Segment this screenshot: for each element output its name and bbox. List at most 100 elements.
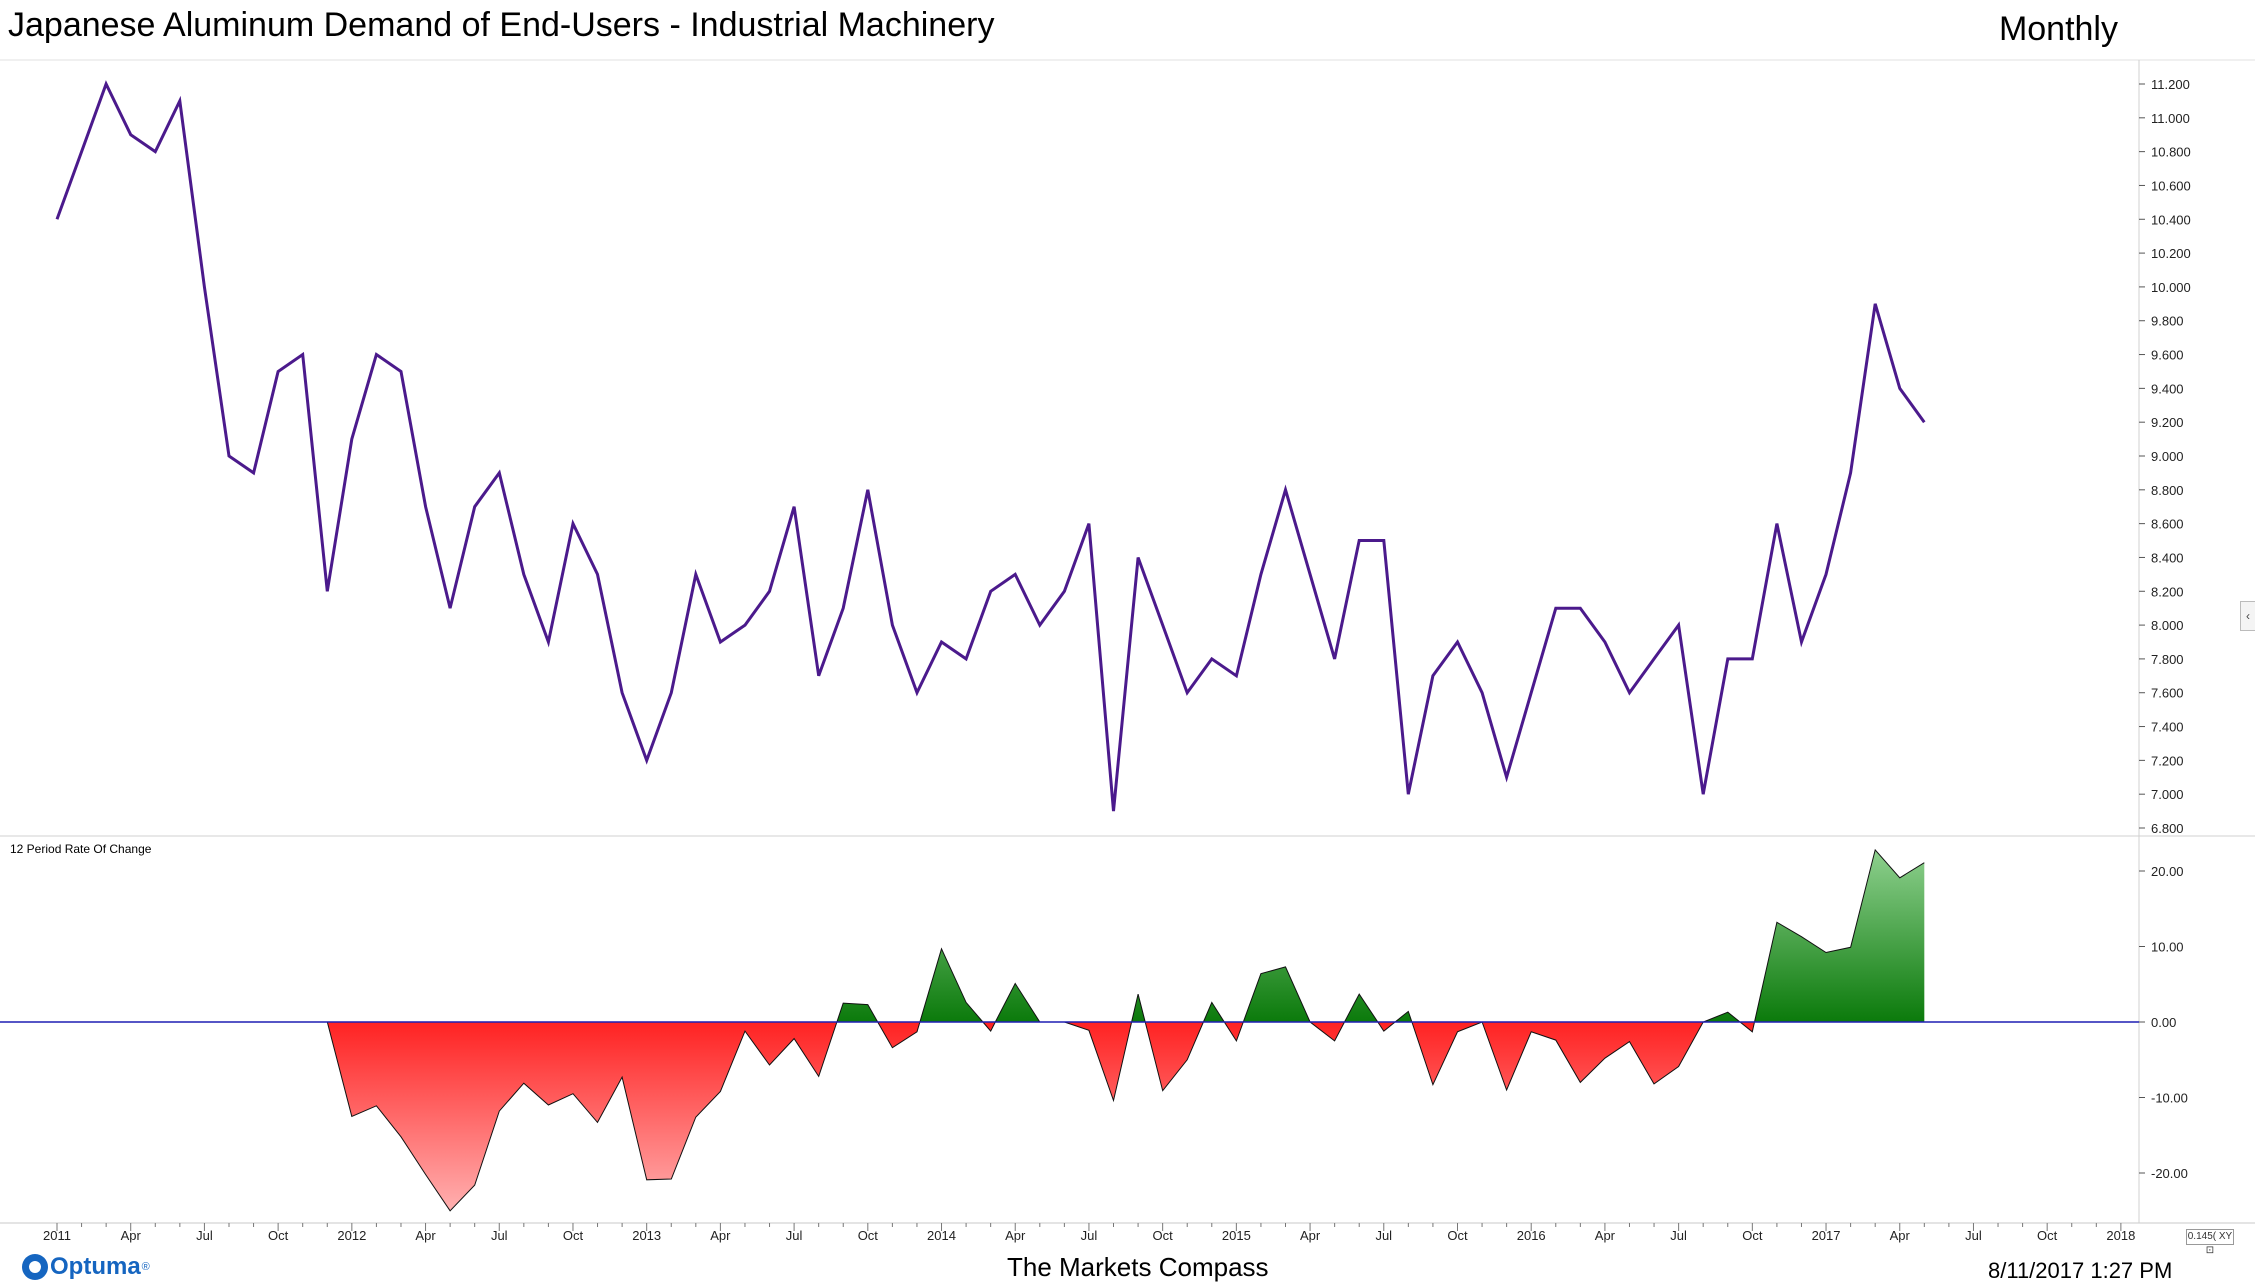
x-tick-label: Jul: [196, 1228, 213, 1243]
x-tick-label: Jul: [1081, 1228, 1098, 1243]
price-point: [1923, 421, 1926, 424]
x-tick-label: 2011: [43, 1228, 71, 1243]
price-point: [1653, 657, 1656, 660]
x-tick-label: Jul: [786, 1228, 803, 1243]
y-tick-label: 10.000: [2151, 280, 2191, 295]
price-point: [1825, 573, 1828, 576]
x-axis: 2011 Apr Jul Oct 2012 Apr Jul Oct 2013 Apr Jul Oct 2…: [43, 1223, 2135, 1243]
price-point: [178, 99, 181, 102]
price-point: [817, 674, 820, 677]
price-point: [1431, 674, 1434, 677]
y-tick-label: 8.600: [2151, 517, 2184, 532]
price-point: [1849, 471, 1852, 474]
x-tick-label: Apr: [121, 1228, 142, 1243]
x-tick-label: Jul: [1965, 1228, 1982, 1243]
y-tick-label: 7.200: [2151, 753, 2184, 768]
y-tick-label: 8.200: [2151, 584, 2184, 599]
price-point: [572, 522, 575, 525]
price-point: [670, 691, 673, 694]
price-point: [154, 150, 157, 153]
price-point: [1481, 691, 1484, 694]
x-tick-label: Apr: [1890, 1228, 1911, 1243]
price-point: [621, 691, 624, 694]
price-point: [1038, 624, 1041, 627]
price-point: [1014, 573, 1017, 576]
positive-roc-area: [57, 849, 1925, 1022]
price-point: [547, 641, 550, 644]
price-point: [105, 83, 108, 86]
price-point: [473, 505, 476, 508]
x-tick-label: Oct: [858, 1228, 879, 1243]
price-point: [400, 370, 403, 373]
x-tick-label: Apr: [1300, 1228, 1321, 1243]
y-tick-label: 7.800: [2151, 652, 2184, 667]
x-tick-label: Apr: [415, 1228, 436, 1243]
price-point: [1210, 657, 1213, 660]
scale-readout[interactable]: 0.145( XY ⊡: [2186, 1229, 2234, 1256]
price-point: [498, 471, 501, 474]
price-point: [277, 370, 280, 373]
price-point: [375, 353, 378, 356]
osc-y-tick-label: -10.00: [2151, 1091, 2188, 1106]
osc-y-tick-label: 0.00: [2151, 1015, 2176, 1030]
y-tick-label: 10.400: [2151, 212, 2191, 227]
x-tick-label: 2018: [2106, 1228, 2135, 1243]
price-point: [1800, 641, 1803, 644]
price-point: [1579, 607, 1582, 610]
price-point: [1726, 657, 1729, 660]
price-point: [989, 590, 992, 593]
x-tick-label: Oct: [1742, 1228, 1763, 1243]
x-tick-label: Oct: [1447, 1228, 1468, 1243]
price-point: [793, 505, 796, 508]
footer-caption: The Markets Compass: [1007, 1252, 1269, 1282]
price-point: [1751, 657, 1754, 660]
y-tick-label: 8.400: [2151, 550, 2184, 565]
x-tick-label: 2016: [1517, 1228, 1546, 1243]
price-point: [1530, 691, 1533, 694]
y-tick-label: 11.000: [2151, 111, 2190, 126]
price-point: [1235, 674, 1238, 677]
x-tick-label: Apr: [1595, 1228, 1616, 1243]
oscillator-y-axis: 20.00 10.00 0.00 -10.00 -20.00: [2139, 864, 2188, 1181]
price-point: [1456, 641, 1459, 644]
price-point: [1382, 539, 1385, 542]
price-point: [424, 505, 427, 508]
y-tick-label: 6.800: [2151, 821, 2184, 836]
price-point: [449, 607, 452, 610]
optuma-logo-icon: [22, 1254, 48, 1280]
y-tick-label: 7.000: [2151, 787, 2184, 802]
period-label[interactable]: Monthly: [1998, 10, 2118, 48]
price-point: [1259, 573, 1262, 576]
x-tick-label: Oct: [563, 1228, 584, 1243]
price-point: [1161, 624, 1164, 627]
price-point: [1112, 810, 1115, 813]
price-point: [596, 573, 599, 576]
y-tick-label: 9.000: [2151, 449, 2184, 464]
price-point: [891, 624, 894, 627]
price-point: [1407, 793, 1410, 796]
x-tick-label: Oct: [268, 1228, 289, 1243]
collapse-panel-icon[interactable]: ‹: [2240, 601, 2255, 631]
x-tick-label: Apr: [710, 1228, 731, 1243]
price-point: [1063, 590, 1066, 593]
price-point: [940, 641, 943, 644]
optuma-logo: Optuma ®: [22, 1253, 150, 1281]
price-point: [1677, 624, 1680, 627]
price-point: [1087, 522, 1090, 525]
price-point: [768, 590, 771, 593]
chart-title: Japanese Aluminum Demand of End-Users - …: [8, 6, 995, 44]
price-point: [965, 657, 968, 660]
oscillator-plot: [0, 848, 2139, 1212]
price-point: [1186, 691, 1189, 694]
x-tick-label: Jul: [491, 1228, 508, 1243]
y-tick-label: 9.200: [2151, 415, 2184, 430]
price-point: [694, 573, 697, 576]
y-tick-label: 8.000: [2151, 618, 2184, 633]
price-point: [129, 133, 132, 136]
x-tick-label: 2013: [632, 1228, 661, 1243]
y-tick-label: 10.800: [2151, 145, 2191, 160]
price-point: [1874, 302, 1877, 305]
main-plot: [55, 80, 1926, 813]
price-point: [80, 150, 83, 153]
